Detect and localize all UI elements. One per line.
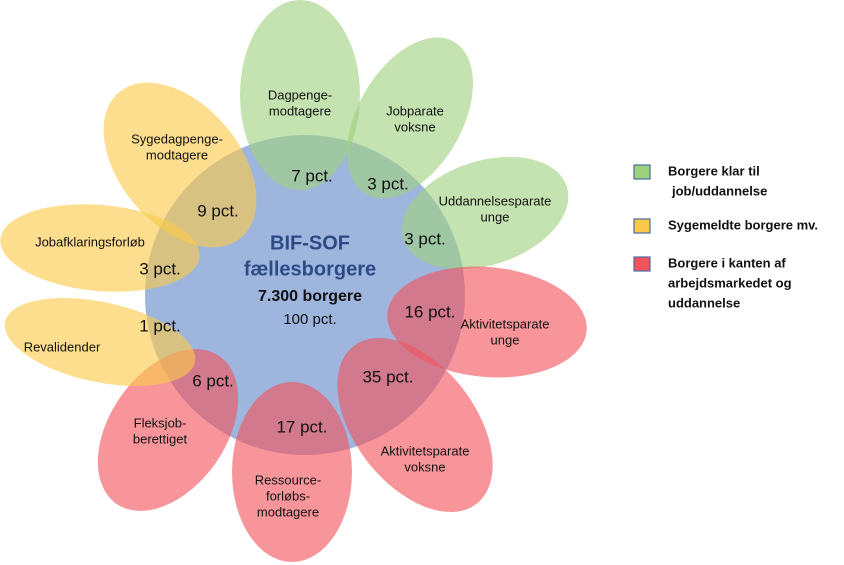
petal-pct: 1 pct. — [139, 316, 181, 335]
petal — [387, 266, 587, 378]
petal-label: Jobafklaringsforløb — [35, 234, 145, 249]
petal — [240, 0, 360, 190]
petal-pct: 35 pct. — [362, 367, 413, 386]
petal-label: Dagpenge- — [268, 87, 332, 102]
petal — [0, 204, 200, 292]
petal-label: Aktivitetsparate — [461, 316, 550, 331]
petal — [401, 156, 569, 270]
center-title: fællesborgere — [244, 258, 376, 280]
petal — [103, 82, 257, 248]
petal-label: Revalidender — [24, 339, 101, 354]
petal — [97, 349, 239, 511]
petal — [347, 37, 473, 199]
petal — [337, 337, 493, 513]
legend-swatch — [633, 218, 651, 234]
petal-label: forløbs- — [266, 488, 310, 503]
petal-label: berettiget — [133, 431, 188, 446]
petal-label: voksne — [404, 459, 445, 474]
legend-swatch — [633, 164, 651, 180]
petal — [4, 297, 196, 387]
petal-pct: 17 pct. — [276, 417, 327, 436]
legend-label: arbejdsmarkedet og — [668, 275, 792, 290]
legend-label: job/uddannelse — [671, 183, 767, 198]
petal-label: Sygedagpenge- — [131, 131, 223, 146]
petal-label: unge — [481, 209, 510, 224]
center-count: 7.300 borgere — [258, 288, 362, 305]
petal-label: Ressource- — [255, 472, 321, 487]
petal-label: Uddannelsesparate — [439, 193, 552, 208]
petal-label: modtagere — [257, 504, 319, 519]
center-share: 100 pct. — [283, 311, 336, 328]
petal-pct: 3 pct. — [367, 174, 409, 193]
petal-pct: 6 pct. — [192, 371, 234, 390]
petal-pct: 7 pct. — [291, 166, 333, 185]
petal-pct: 9 pct. — [197, 201, 239, 220]
petal-label: Fleksjob- — [134, 415, 187, 430]
center-title: BIF-SOF — [270, 232, 350, 254]
petal-label: unge — [491, 332, 520, 347]
legend-label: Borgere i kanten af — [668, 255, 786, 270]
petal-pct: 16 pct. — [404, 302, 455, 321]
legend-label: Sygemeldte borgere mv. — [668, 217, 818, 232]
petal-label: Jobparate — [386, 103, 444, 118]
petal-label: modtagere — [269, 103, 331, 118]
petal — [232, 382, 352, 562]
legend-label: uddannelse — [668, 295, 740, 310]
petal-label: Aktivitetsparate — [381, 443, 470, 458]
petal-label: voksne — [394, 119, 435, 134]
legend-label: Borgere klar til — [668, 163, 760, 178]
petal-pct: 3 pct. — [139, 259, 181, 278]
petal-pct: 3 pct. — [404, 229, 446, 248]
legend-swatch — [633, 256, 651, 272]
petal-label: modtagere — [146, 147, 208, 162]
